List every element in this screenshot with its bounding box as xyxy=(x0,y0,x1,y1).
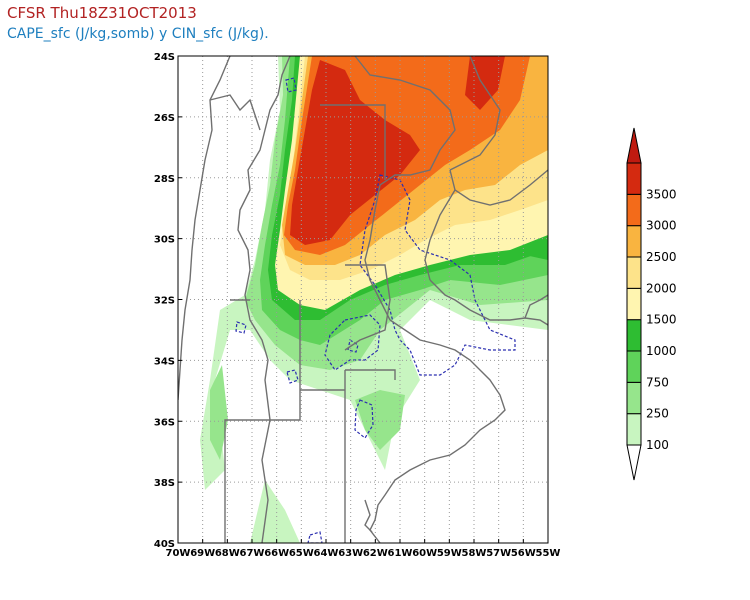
x-tick-label: 57W xyxy=(486,548,511,559)
colorbar-swatch xyxy=(626,381,642,415)
boundary-west xyxy=(237,56,291,543)
x-tick-label: 55W xyxy=(536,548,561,559)
map-subtitle: CAPE_sfc (J/kg,somb) y CIN_sfc (J/kg). xyxy=(7,26,269,42)
cin-contour-west xyxy=(235,321,247,334)
river-parana xyxy=(364,184,391,321)
boundary-provincial-3 xyxy=(224,300,301,543)
boundary-chile-arg xyxy=(209,94,261,131)
colorbar-label: 100 xyxy=(646,438,669,452)
coast-rio-de-la-plata xyxy=(429,279,548,326)
cin-contour-north xyxy=(359,174,516,376)
boundaries xyxy=(178,56,548,543)
cape-shading xyxy=(200,56,548,543)
colorbar-bottom-arrow xyxy=(626,444,642,481)
cin-contour-sw xyxy=(307,531,323,543)
y-tick-label: 26S xyxy=(154,113,175,124)
x-tick-label: 68W xyxy=(215,548,240,559)
x-tick-label: 65W xyxy=(289,548,314,559)
colorbar-label: 1500 xyxy=(646,313,677,327)
coast-uruguay-east xyxy=(524,294,548,319)
x-tick-label: 61W xyxy=(388,548,413,559)
cin-contour-west2 xyxy=(286,369,299,384)
y-axis: 24S 26S 28S 30S 32S 34S 36S 38S 40S xyxy=(154,52,182,550)
x-tick-label: 64W xyxy=(314,548,339,559)
colorbar-label: 3000 xyxy=(646,219,677,233)
x-tick-label: 67W xyxy=(240,548,265,559)
x-tick-label: 60W xyxy=(412,548,437,559)
colorbar-label: 2000 xyxy=(646,281,677,295)
y-tick-label: 40S xyxy=(154,539,175,550)
x-axis: 70W 69W 68W 67W 66W 65W 64W 63W 62W 61W 60W 59W 58W 5… xyxy=(166,539,561,559)
colorbar-swatch xyxy=(626,162,642,195)
x-tick-label: 70W xyxy=(166,548,191,559)
colorbar-label: 2500 xyxy=(646,250,677,264)
x-tick-label: 59W xyxy=(437,548,462,559)
colorbar-label: 3500 xyxy=(646,187,677,201)
cin-contour-south xyxy=(354,399,374,439)
colorbar-swatch xyxy=(626,287,642,321)
colorbar-swatch xyxy=(626,319,642,352)
map-title: CFSR Thu18Z31OCT2013 xyxy=(7,4,197,22)
colorbar-swatch xyxy=(626,350,642,383)
colorbar-top-arrow xyxy=(626,127,642,164)
cape-250-south xyxy=(355,390,405,450)
cape-250-west xyxy=(210,365,228,460)
colorbar-swatch xyxy=(626,193,642,227)
colorbar-swatch xyxy=(626,413,642,446)
boundary-paraguay xyxy=(354,56,456,186)
boundary-provincial-4 xyxy=(345,369,396,380)
coast-patagonia xyxy=(364,499,373,533)
colorbar-label: 1000 xyxy=(646,344,677,358)
x-tick-label: 69W xyxy=(190,548,215,559)
y-tick-label: 28S xyxy=(154,174,175,185)
y-tick-label: 32S xyxy=(154,296,175,307)
y-tick-label: 34S xyxy=(154,356,175,367)
boundary-provincial-1 xyxy=(320,104,386,180)
grid-lines xyxy=(178,56,548,543)
x-tick-label: 58W xyxy=(462,548,487,559)
x-tick-label: 63W xyxy=(338,548,363,559)
boundary-brazil xyxy=(449,56,501,171)
colorbar-label: 250 xyxy=(646,407,669,421)
x-tick-label: 66W xyxy=(264,548,289,559)
coast-buenos-aires xyxy=(369,319,506,543)
y-tick-label: 38S xyxy=(154,478,175,489)
y-tick-label: 24S xyxy=(154,52,175,63)
x-tick-label: 62W xyxy=(363,548,388,559)
y-tick-label: 30S xyxy=(154,235,175,246)
colorbar-label: 750 xyxy=(646,375,669,389)
colorbar-swatch xyxy=(626,256,642,289)
cape-3500-region xyxy=(290,60,420,245)
cape-100-south xyxy=(250,480,300,543)
cin-contour-nw xyxy=(285,77,297,93)
x-tick-label: 56W xyxy=(511,548,536,559)
y-tick-label: 36S xyxy=(154,417,175,428)
river-uruguay xyxy=(424,189,456,281)
colorbar-swatch xyxy=(626,225,642,258)
colorbar: 100 250 750 1000 1500 2000 2500 3000 3500 xyxy=(626,127,677,481)
